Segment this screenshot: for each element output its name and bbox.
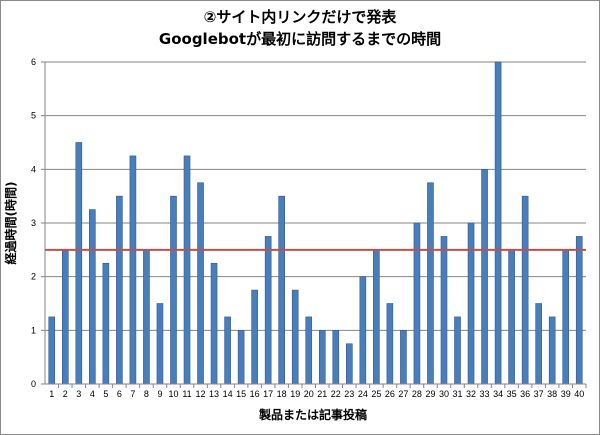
bar (386, 303, 394, 385)
x-tick-label: 11 (182, 389, 191, 399)
bar (400, 330, 407, 385)
y-tick-label: 1 (31, 325, 36, 335)
bar (454, 316, 461, 385)
x-tick-label: 7 (130, 389, 135, 399)
bars (48, 61, 583, 385)
bar (237, 330, 245, 385)
x-tick-label: 25 (371, 389, 381, 399)
bar (129, 155, 137, 385)
x-tick-label: 19 (290, 389, 300, 399)
bar (508, 249, 515, 385)
x-tick-label: 12 (196, 389, 206, 399)
x-tick-label: 9 (157, 389, 162, 399)
x-tick-label: 1 (49, 389, 54, 399)
x-tick-label: 34 (493, 389, 503, 399)
bar (373, 249, 380, 385)
y-tick-label: 3 (31, 218, 36, 228)
bar (521, 195, 529, 385)
x-tick-label: 20 (304, 389, 314, 399)
x-tick-label: 14 (223, 389, 233, 399)
x-tick-label: 2 (63, 389, 68, 399)
x-tick-label: 18 (277, 389, 287, 399)
bar (143, 249, 150, 385)
bar (535, 303, 542, 385)
y-tick-label: 4 (31, 164, 36, 174)
x-tick-label: 40 (574, 389, 584, 399)
x-tick-label: 21 (317, 389, 327, 399)
bar (494, 61, 502, 385)
y-axis-label: 経過時間(時間) (3, 182, 18, 265)
bar (427, 182, 434, 385)
bar (264, 236, 272, 385)
x-tick-label: 31 (453, 389, 463, 399)
bar (210, 262, 218, 385)
x-tick-label: 39 (561, 389, 571, 399)
bar (251, 289, 258, 385)
bar (562, 249, 570, 385)
bar (170, 195, 177, 385)
bar (467, 222, 475, 385)
bar (89, 209, 96, 385)
x-tick-label: 16 (250, 389, 260, 399)
bar (61, 249, 69, 385)
x-tick-label: 23 (344, 389, 354, 399)
x-tick-label: 15 (236, 389, 246, 399)
x-tick-label: 28 (412, 389, 422, 399)
x-tick-label: 33 (480, 389, 490, 399)
chart-subtitle: Googlebotが最初に訪問するまでの時間 (159, 30, 441, 48)
chart-title: ②サイト内リンクだけで発表 (204, 8, 398, 26)
x-tick-label: 32 (466, 389, 476, 399)
bar (75, 142, 83, 385)
x-tick-label: 6 (117, 389, 122, 399)
x-tick-label: 3 (76, 389, 81, 399)
bar (305, 316, 313, 385)
x-tick-label: 17 (263, 389, 273, 399)
bar (413, 222, 421, 385)
y-tick-label: 2 (31, 272, 36, 282)
x-tick-label: 30 (439, 389, 449, 399)
bar (48, 316, 56, 385)
bar (318, 330, 326, 385)
bar (575, 236, 583, 385)
x-tick-label: 38 (547, 389, 557, 399)
x-tick-label: 22 (331, 389, 341, 399)
x-tick-label: 36 (520, 389, 530, 399)
x-axis-ticks: 1 2 3 4 5 6 7 8 9 10 11 12 13 14 15 16 17 18 19 20 21 22 23 24 2… (49, 384, 587, 399)
bar (332, 330, 340, 385)
bar (116, 195, 123, 385)
bar (102, 262, 110, 385)
x-tick-label: 35 (507, 389, 517, 399)
x-tick-label: 27 (398, 389, 408, 399)
bar (197, 182, 204, 385)
x-tick-label: 37 (534, 389, 544, 399)
bar (440, 236, 448, 385)
x-tick-label: 8 (144, 389, 149, 399)
x-tick-label: 10 (168, 389, 178, 399)
bar (359, 276, 367, 385)
y-tick-label: 6 (31, 57, 36, 67)
x-tick-label: 5 (103, 389, 108, 399)
bar (346, 343, 353, 385)
bar (481, 169, 488, 385)
y-tick-label: 0 (31, 379, 36, 389)
x-tick-label: 4 (90, 389, 95, 399)
y-tick-label: 5 (31, 111, 36, 121)
x-axis-label: 製品または記事投稿 (258, 407, 367, 422)
bar (224, 316, 231, 385)
x-tick-label: 29 (425, 389, 435, 399)
x-tick-label: 26 (385, 389, 395, 399)
bar (291, 289, 299, 385)
gridlines (45, 61, 586, 331)
x-tick-label: 24 (358, 389, 368, 399)
bar (278, 195, 285, 385)
bar (548, 316, 556, 385)
bar (156, 303, 164, 385)
bar (183, 155, 191, 385)
x-tick-label: 13 (209, 389, 219, 399)
y-axis-ticks: 0 1 2 3 4 5 6 (31, 57, 45, 389)
